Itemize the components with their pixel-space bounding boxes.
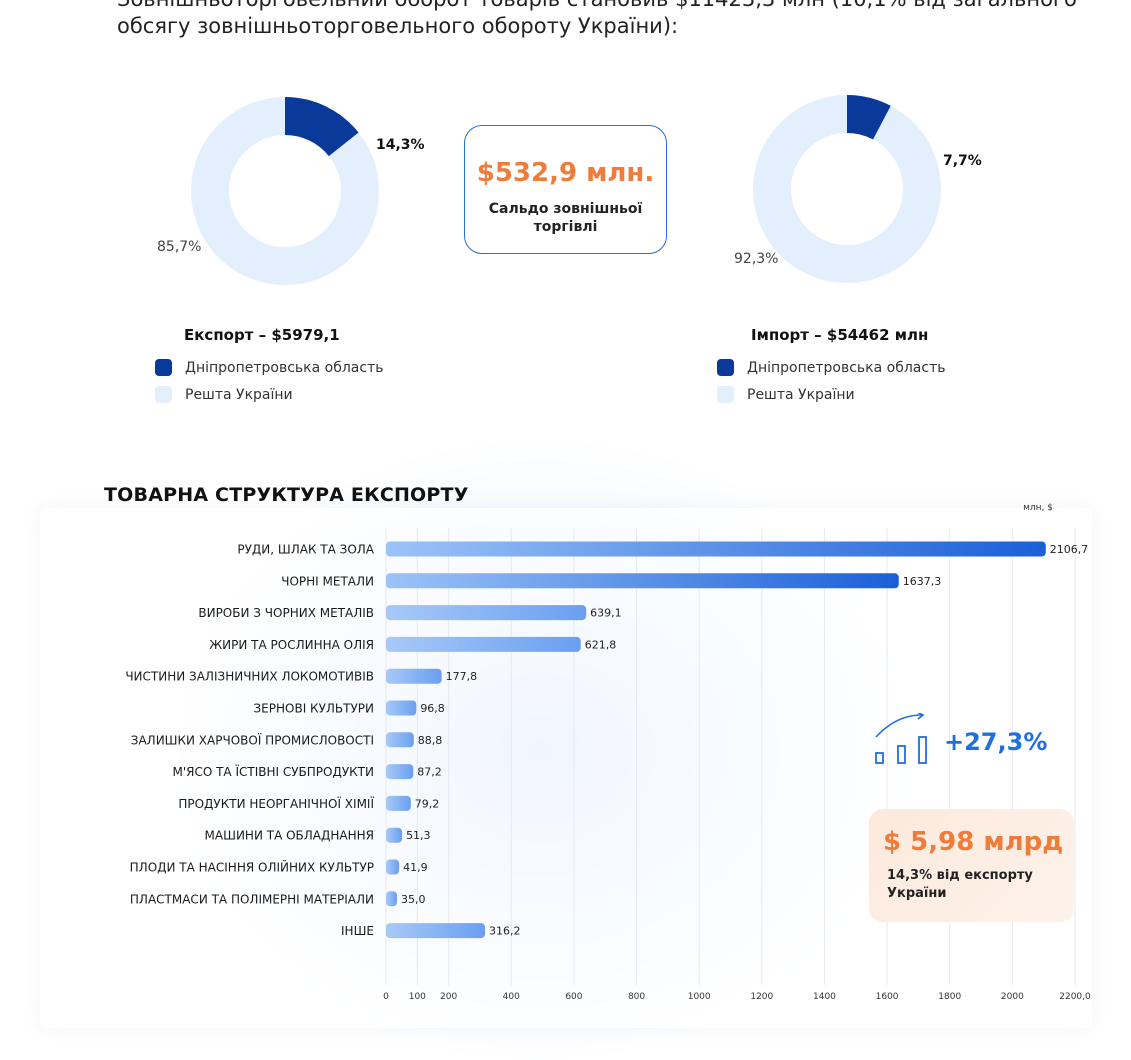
export-donut — [190, 96, 380, 290]
legend-item-rest: Решта України — [155, 381, 383, 408]
category-label: ВИРОБИ З ЧОРНИХ МЕТАЛІВ — [198, 606, 374, 620]
import-region-pct: 7,7% — [943, 153, 982, 169]
export-total-value: $ 5,98 млрд — [883, 827, 1064, 857]
value-label: 177,8 — [446, 670, 478, 683]
growth-chart-icon — [874, 711, 934, 769]
import-legend: Імпорт – $54462 млн Дніпропетровська обл… — [717, 326, 945, 408]
bar — [386, 732, 414, 748]
bar — [386, 764, 414, 780]
saldo-card: $532,9 млн. Сальдо зовнішньої торгівлі — [464, 125, 667, 254]
import-donut — [752, 94, 942, 288]
legend-item-region: Дніпропетровська область — [155, 354, 383, 381]
export-total-note: 14,3% від експорту України — [887, 868, 1033, 901]
category-label: ПЛОДИ ТА НАСІННЯ ОЛІЙНИХ КУЛЬТУР — [130, 860, 374, 875]
value-label: 35,0 — [401, 893, 426, 906]
legend-label: Решта України — [747, 386, 855, 403]
value-label: 316,2 — [489, 925, 521, 938]
region-swatch — [717, 359, 734, 376]
bar — [386, 859, 400, 875]
x-tick-label: 400 — [503, 992, 520, 1000]
saldo-label: Сальдо зовнішньої торгівлі — [465, 200, 666, 236]
bar — [386, 795, 411, 811]
import-rest-pct: 92,3% — [734, 251, 779, 267]
category-label: МАШИНИ ТА ОБЛАДНАННЯ — [205, 829, 374, 843]
x-tick-label: 600 — [565, 992, 582, 1000]
x-tick-label: 200 — [440, 992, 457, 1000]
bar — [386, 541, 1046, 557]
value-label: 79,2 — [415, 797, 440, 810]
bar — [386, 668, 442, 684]
legend-label: Решта України — [185, 386, 293, 403]
x-tick-label: 1400 — [813, 992, 836, 1000]
rest-swatch — [717, 386, 734, 403]
saldo-label-line2: торгівлі — [533, 219, 598, 235]
import-region-slice — [753, 95, 941, 283]
region-swatch — [155, 359, 172, 376]
legend-label: Дніпропетровська область — [747, 359, 946, 376]
import-legend-title: Імпорт – $54462 млн — [751, 326, 929, 344]
x-tick-label: 100 — [409, 992, 426, 1000]
export-region-slice — [191, 97, 379, 285]
rest-swatch — [155, 386, 172, 403]
bar — [386, 605, 587, 621]
export-rest-pct: 85,7% — [157, 239, 202, 255]
legend-item-region: Дніпропетровська область — [717, 354, 945, 381]
category-label: ПЛАСТМАСИ ТА ПОЛІМЕРНІ МАТЕРІАЛИ — [130, 892, 374, 906]
x-tick-label: 1200 — [750, 992, 773, 1000]
section-title: ТОВАРНА СТРУКТУРА ЕКСПОРТУ — [104, 484, 469, 506]
bar — [386, 636, 581, 652]
bar — [386, 923, 486, 939]
saldo-value: $532,9 млн. — [476, 158, 655, 188]
value-label: 1637,3 — [903, 575, 942, 588]
x-tick-label: 0 — [383, 992, 389, 1000]
category-label: ЧИСТИНИ ЗАЛІЗНИЧНИХ ЛОКОМОТИВІВ — [125, 670, 374, 684]
legend-label: Дніпропетровська область — [185, 359, 384, 376]
bar — [386, 573, 899, 589]
value-label: 639,1 — [590, 607, 622, 620]
x-tick-label: 1800 — [938, 992, 961, 1000]
x-tick-label: 2000 — [1001, 992, 1024, 1000]
x-tick-label: 2200,0 — [1059, 992, 1091, 1000]
value-label: 87,2 — [417, 766, 442, 779]
growth-value: +27,3% — [944, 728, 1048, 756]
saldo-label-line1: Сальдо зовнішньої — [488, 201, 643, 217]
value-label: 96,8 — [420, 702, 445, 715]
x-tick-label: 1000 — [688, 992, 711, 1000]
export-region-pct: 14,3% — [376, 137, 425, 153]
category-label: ЧОРНІ МЕТАЛИ — [281, 574, 374, 588]
value-label: 621,8 — [585, 638, 617, 651]
category-label: ІНШЕ — [341, 924, 374, 938]
chart-panel — [40, 508, 1092, 1028]
category-label: ЗАЛИШКИ ХАРЧОВОЇ ПРОМИСЛОВОСТІ — [131, 732, 374, 747]
value-label: 88,8 — [418, 734, 443, 747]
value-label: 2106,7 — [1050, 543, 1089, 556]
unit-label: млн, $ — [1023, 503, 1053, 513]
legend-item-rest: Решта України — [717, 381, 945, 408]
category-label: ПРОДУКТИ НЕОРГАНІЧНОЇ ХІМІЇ — [178, 796, 374, 811]
category-label: ЗЕРНОВІ КУЛЬТУРИ — [253, 702, 374, 716]
category-label: РУДИ, ШЛАК ТА ЗОЛА — [237, 543, 374, 557]
export-legend-title: Експорт – $5979,1 — [184, 326, 340, 344]
bar — [386, 700, 417, 716]
x-tick-label: 1600 — [876, 992, 899, 1000]
category-label: ЖИРИ ТА РОСЛИННА ОЛІЯ — [209, 638, 374, 652]
category-label: М'ЯСО ТА ЇСТІВНІ СУБПРОДУКТИ — [172, 764, 374, 779]
bar — [386, 891, 397, 907]
bar — [386, 827, 403, 843]
export-total-card: $ 5,98 млрд 14,3% від експорту України — [869, 809, 1074, 922]
export-structure-chart: 0 100 200 400 600 800 1000 1200 1400 1600 1800 2000… — [125, 528, 1091, 1000]
value-label: 41,9 — [403, 861, 428, 874]
value-label: 51,3 — [406, 829, 431, 842]
intro-text: Зовнішньоторговельний оборот товарів ста… — [117, 0, 1077, 38]
x-tick-label: 800 — [628, 992, 645, 1000]
export-legend: Експорт – $5979,1 Дніпропетровська облас… — [155, 326, 383, 408]
